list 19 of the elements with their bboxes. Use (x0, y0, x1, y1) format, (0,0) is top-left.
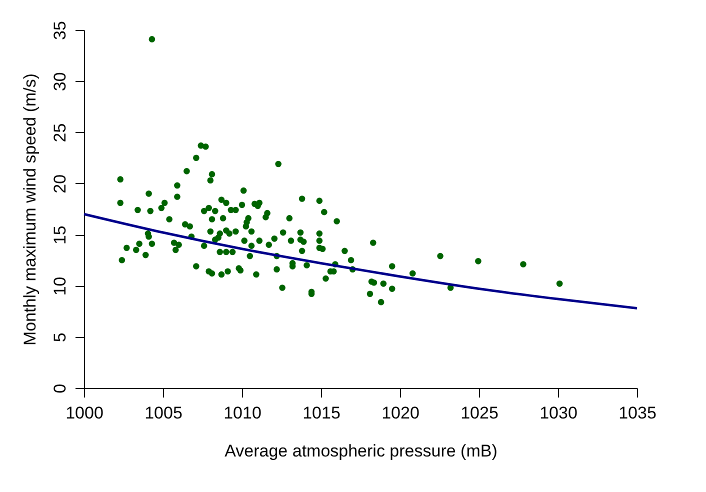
x-tick-label: 1020 (382, 404, 420, 422)
x-tick-label: 1025 (460, 404, 498, 422)
x-tick-label: 1030 (540, 404, 578, 422)
y-tick-label: 5 (50, 332, 70, 342)
x-tick-label: 1010 (224, 404, 262, 422)
y-tick-label: 10 (50, 276, 70, 296)
y-tick-label: 0 (50, 384, 70, 394)
x-tick-label: 1000 (66, 404, 104, 422)
y-tick-label: 35 (50, 21, 70, 40)
y-axis-title: Monthly maximum wind speed (m/s) (20, 73, 40, 346)
y-tick-label: 25 (50, 123, 70, 142)
x-tick-label: 1005 (144, 404, 182, 422)
line-series (82, 212, 638, 310)
x-axis-title: Average atmospheric pressure (mB) (224, 442, 498, 460)
y-tick-label: 30 (50, 72, 70, 92)
y-tick-label: 15 (50, 226, 70, 245)
x-tick-label: 1015 (302, 404, 340, 422)
x-tick-label: 1035 (618, 404, 656, 422)
y-tick-label: 20 (50, 174, 70, 194)
